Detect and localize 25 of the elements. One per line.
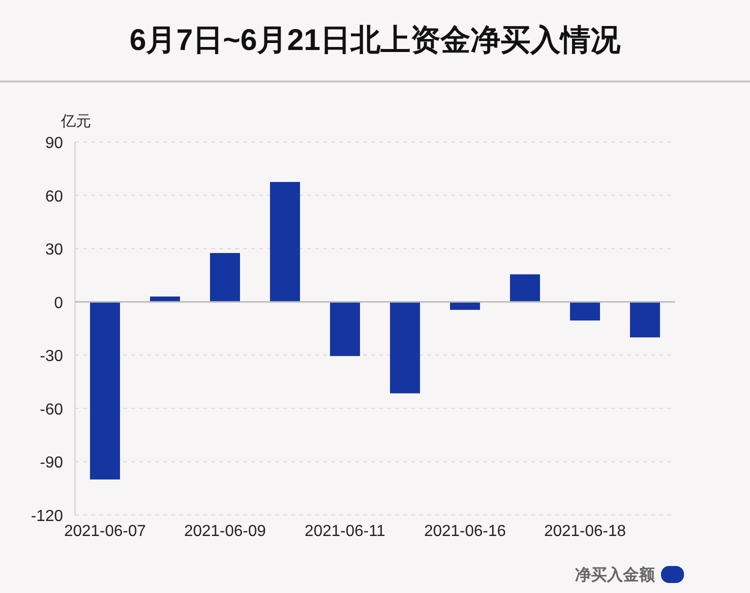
bar	[90, 302, 120, 480]
bar	[450, 302, 480, 310]
x-tick-label: 2021-06-07	[64, 523, 146, 540]
y-tick-label: -120	[30, 508, 64, 525]
y-axis-title: 亿元	[60, 113, 91, 130]
chart-title: 6月7日~6月21日北上资金净买入情况	[130, 24, 622, 57]
x-tick-label: 2021-06-11	[304, 523, 386, 540]
y-tick-label: 0	[54, 294, 64, 312]
bar	[270, 182, 300, 302]
y-tick-label: -90	[40, 454, 64, 472]
bar	[570, 302, 600, 321]
x-tick-label: 2021-06-18	[544, 523, 626, 540]
bar	[510, 274, 540, 302]
legend-label: 净买入金额	[575, 566, 656, 584]
y-tick-label: -30	[40, 348, 64, 366]
y-tick-label: 30	[45, 242, 64, 259]
bar	[630, 302, 660, 338]
y-tick-label: -60	[40, 401, 64, 418]
bar	[330, 302, 360, 356]
y-tick-label: 60	[45, 188, 64, 206]
x-tick-label: 2021-06-16	[424, 523, 506, 540]
x-tick-label: 2021-06-09	[184, 523, 266, 540]
y-tick-label: 90	[45, 135, 64, 152]
bar	[390, 302, 420, 394]
bar	[210, 253, 240, 302]
